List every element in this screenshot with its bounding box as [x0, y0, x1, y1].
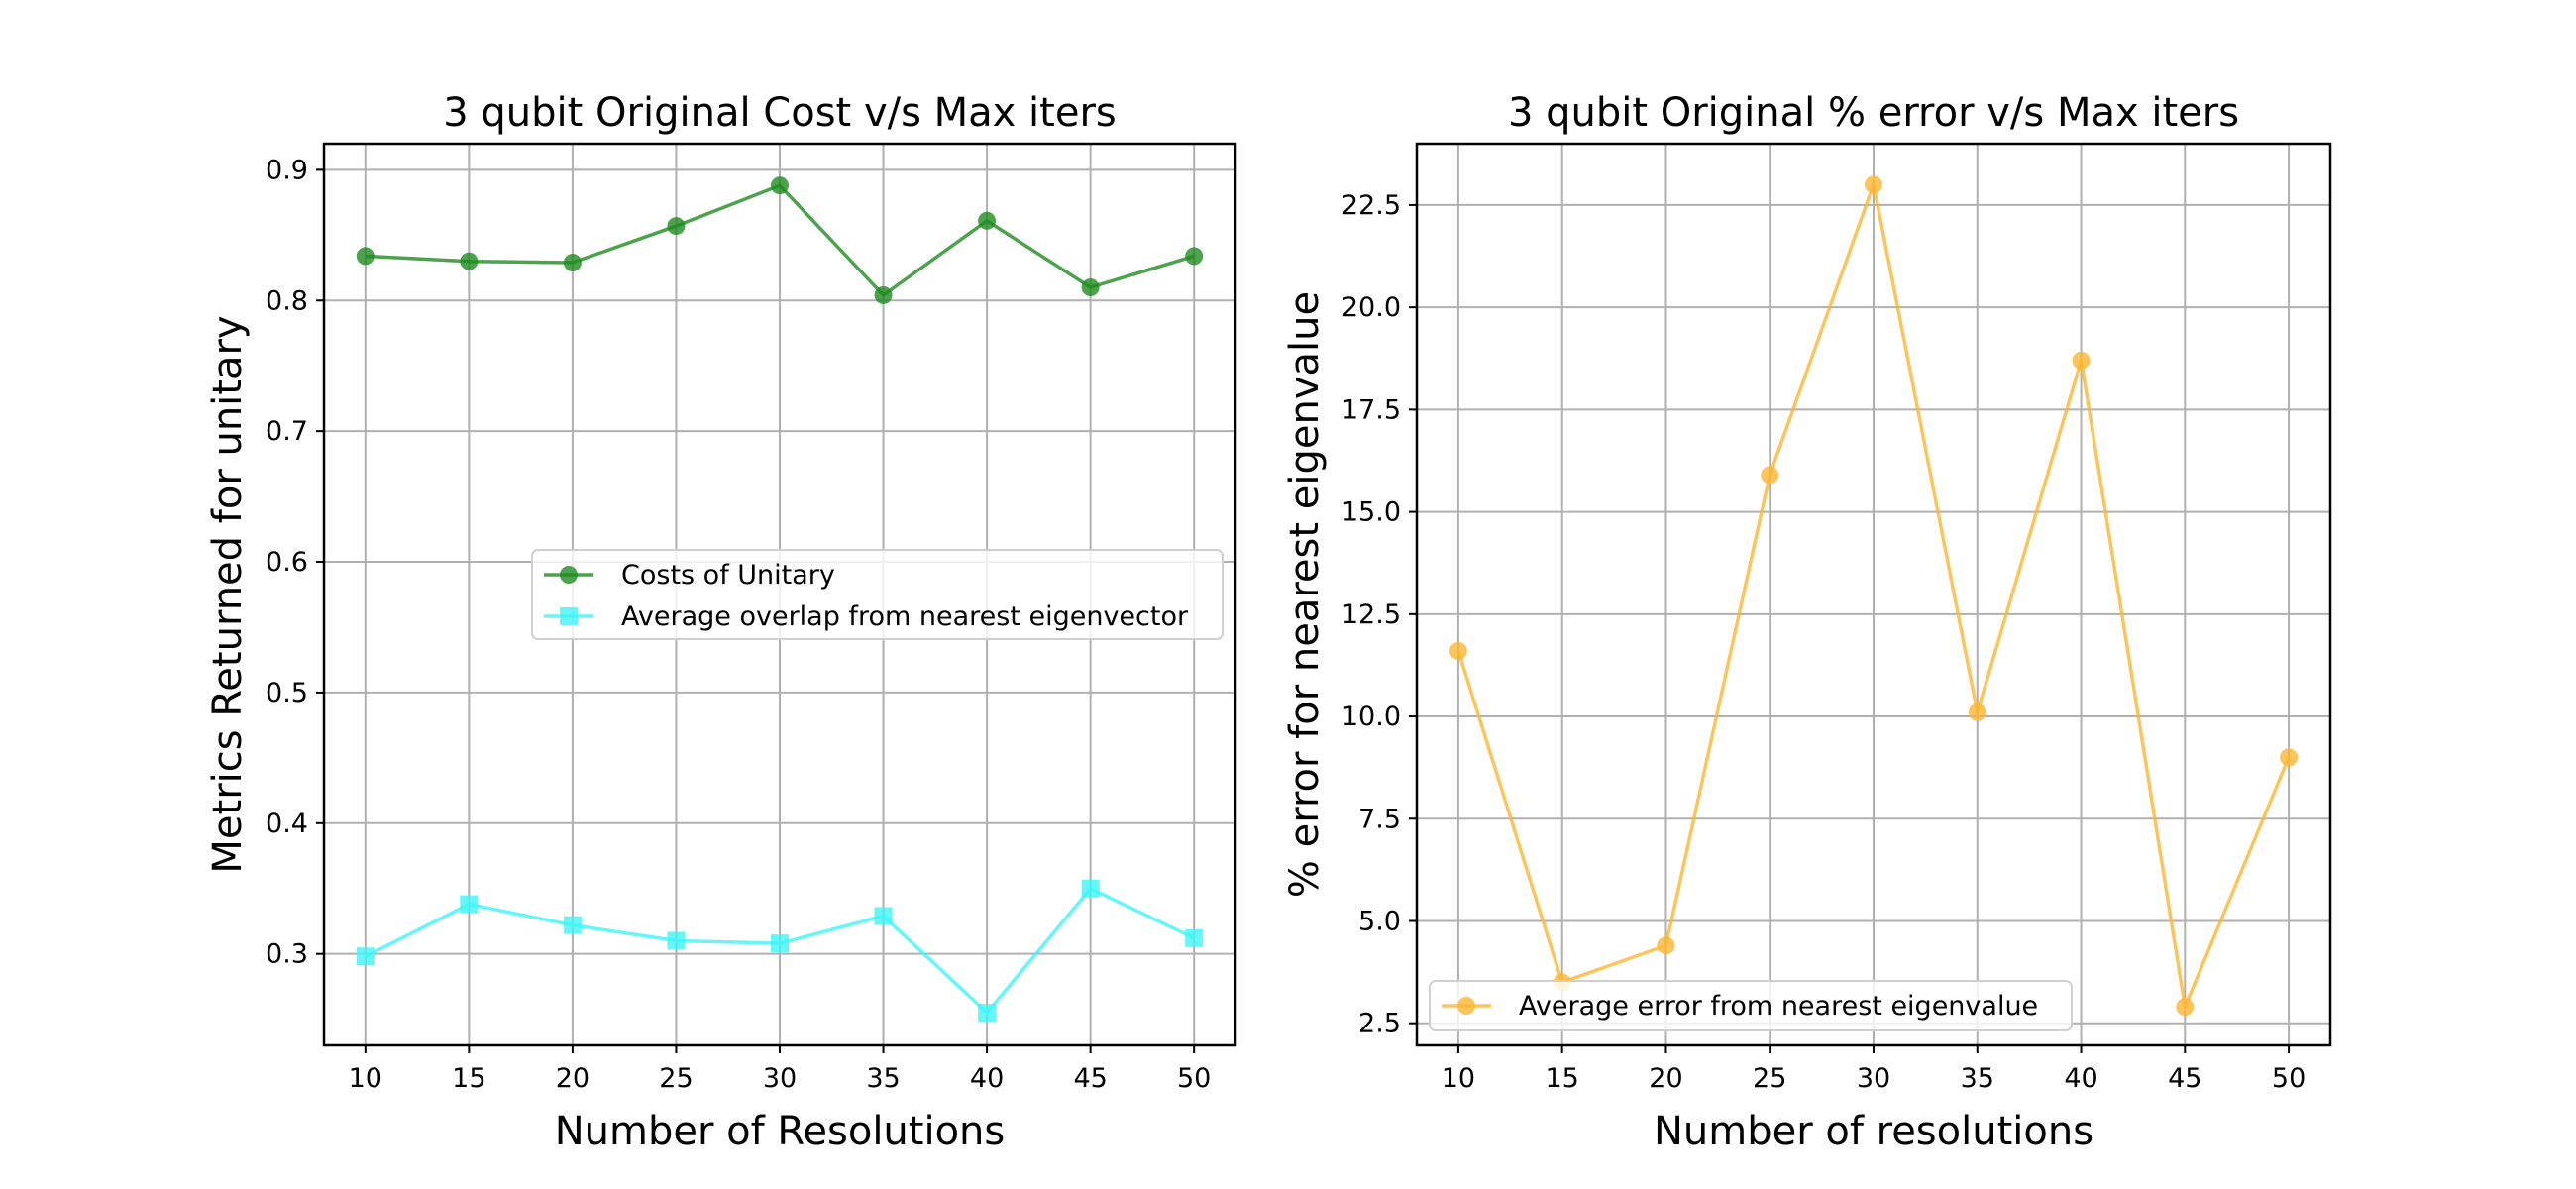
chart-1-series-1-point [978, 211, 997, 230]
chart-1-y-axis-label: Metrics Returned for unitary [205, 315, 251, 873]
chart-1-legend-swatch-marker [560, 607, 578, 625]
chart-1-series-1-point [667, 217, 686, 236]
chart-1-y-tick-label: 0.3 [266, 939, 308, 970]
chart-1-series-2-point [1081, 879, 1100, 898]
chart-2-y-tick-label: 20.0 [1342, 292, 1401, 323]
chart-2-x-tick-label: 35 [1961, 1063, 1994, 1094]
chart-1-series-2-point [460, 895, 479, 914]
chart-2-series-1-point [1968, 703, 1986, 721]
chart-2-series-1-point [1657, 936, 1675, 955]
chart-1-series-2-point [667, 931, 686, 950]
chart-2-y-tick-label: 22.5 [1342, 190, 1401, 221]
chart-2-legend-box [1429, 980, 2073, 1031]
chart-1-x-tick-label: 15 [452, 1063, 485, 1094]
chart-2-x-tick-label: 50 [2272, 1063, 2306, 1094]
chart-1-y-tick-label: 0.5 [266, 678, 308, 708]
chart-1-x-tick-label: 35 [866, 1063, 900, 1094]
chart-2-series-1-point [1449, 641, 1467, 660]
chart-2-series-1-point [1865, 175, 1882, 194]
chart-1-y-tick-label: 0.7 [266, 416, 308, 447]
chart-1-x-tick-label: 25 [659, 1063, 693, 1094]
chart-1-y-tick-label: 0.6 [266, 547, 308, 578]
chart-1-series-1-point [874, 285, 893, 304]
chart-2-series-1-point [2176, 998, 2195, 1017]
chart-1-series-1-point [771, 176, 789, 195]
chart-2-title: 3 qubit Original % error v/s Max iters [1508, 90, 2239, 136]
chart-1-y-tick-label: 0.4 [266, 809, 308, 839]
chart-1-series-2-point [978, 1004, 997, 1023]
chart-2-x-tick-label: 40 [2064, 1063, 2097, 1094]
chart-2-x-tick-label: 15 [1546, 1063, 1579, 1094]
chart-1-y-tick-label: 0.9 [266, 155, 308, 185]
chart-2-x-tick-label: 25 [1753, 1063, 1786, 1094]
chart-2-y-tick-label: 10.0 [1342, 702, 1401, 732]
chart-1-legend-label: Costs of Unitary [621, 560, 835, 591]
chart-1-series-2-point [874, 907, 893, 925]
chart-1-series-1-point [1081, 278, 1100, 297]
chart-2-y-axis-label: % error for nearest eigenvalue [1282, 291, 1328, 898]
chart-1-y-tick-label: 0.8 [266, 285, 308, 316]
chart-2: 10 15 20 25 30 35 40 45 50 2.5 5.0 7.5 10.0 12.5 15.0 1… [1282, 90, 2332, 1154]
chart-1-x-tick-label: 40 [970, 1063, 1004, 1094]
chart-2-x-tick-label: 45 [2168, 1063, 2201, 1094]
chart-2-legend-label: Average error from nearest eigenvalue [1519, 991, 2038, 1022]
chart-1-series-2-point [356, 947, 375, 966]
chart-1-series-2-point [563, 916, 582, 934]
chart-2-series-1-point [1761, 466, 1779, 485]
chart-2-y-tick-label: 17.5 [1342, 394, 1401, 425]
chart-2-series-1-point [2280, 748, 2299, 767]
chart-1-x-tick-label: 30 [763, 1063, 797, 1094]
chart-1-series-1-point [460, 252, 479, 270]
chart-2-series-1-point [2072, 351, 2091, 370]
chart-1-series-1-point [563, 254, 582, 272]
chart-2-x-tick-label: 20 [1649, 1063, 1682, 1094]
chart-2-x-tick-label: 30 [1857, 1063, 1890, 1094]
chart-2-y-tick-label: 5.0 [1358, 906, 1401, 936]
chart-1-x-tick-label: 10 [349, 1063, 382, 1094]
chart-1-series-1-point [1185, 247, 1204, 266]
chart-1-x-tick-label: 20 [556, 1063, 590, 1094]
chart-2-x-tick-label: 10 [1442, 1063, 1475, 1094]
chart-1-legend-label: Average overlap from nearest eigenvector [621, 601, 1189, 632]
chart-1-title: 3 qubit Original Cost v/s Max iters [443, 90, 1117, 136]
chart-1-legend-box [531, 549, 1224, 640]
chart-1-x-tick-label: 50 [1177, 1063, 1211, 1094]
chart-1-series-2-point [771, 934, 789, 953]
chart-1-legend: Costs of Unitary Average overlap from nea… [531, 549, 1224, 640]
chart-1: 10 15 20 25 30 35 40 45 50 0.3 0.4 0.5 0.6 0.7 0.8 0.9 3… [205, 90, 1237, 1154]
chart-1-legend-swatch-marker [560, 566, 578, 584]
chart-1-series-2-point [1185, 928, 1204, 947]
chart-2-legend: Average error from nearest eigenvalue [1429, 980, 2073, 1031]
chart-2-legend-swatch-marker [1457, 997, 1475, 1015]
chart-1-series-1-point [356, 247, 375, 266]
chart-2-y-tick-label: 12.5 [1342, 599, 1401, 630]
chart-2-y-tick-label: 15.0 [1342, 497, 1401, 528]
chart-1-x-tick-label: 45 [1073, 1063, 1107, 1094]
chart-2-y-tick-label: 2.5 [1358, 1009, 1401, 1039]
chart-1-x-axis-label: Number of Resolutions [555, 1109, 1006, 1154]
chart-2-x-axis-label: Number of resolutions [1654, 1109, 2093, 1154]
chart-2-y-tick-label: 7.5 [1358, 804, 1401, 834]
